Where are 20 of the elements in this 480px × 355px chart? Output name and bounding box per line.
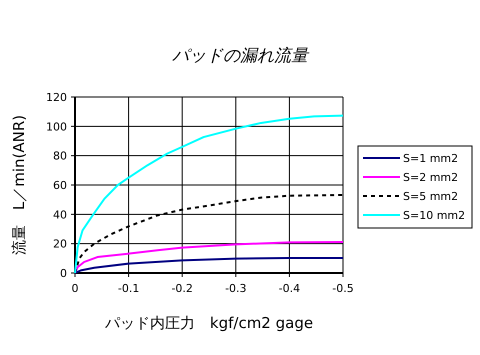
- y-tick-label: 100: [46, 120, 67, 134]
- legend-label: S=5 mm2: [403, 190, 458, 203]
- x-tick-label: -0.2: [171, 282, 193, 295]
- y-axis-title: 流量 L／min(ANR): [10, 114, 28, 256]
- y-tick-label: 80: [53, 150, 67, 163]
- y-tick-label: 60: [53, 179, 67, 192]
- y-tick-label: 0: [60, 267, 67, 280]
- y-tick-label: 120: [46, 91, 67, 104]
- x-tick-label: -0.3: [225, 282, 247, 295]
- x-axis-title: パッド内圧力 kgf/cm2 gage: [104, 314, 314, 332]
- y-tick-label: 20: [53, 238, 67, 251]
- x-tick-label: -0.1: [118, 282, 140, 295]
- x-tick-label: -0.4: [278, 282, 300, 295]
- legend-label: S=2 mm2: [403, 171, 458, 184]
- legend-label: S=10 mm2: [403, 209, 466, 222]
- chart-title: パッドの漏れ流量: [172, 46, 310, 66]
- legend-label: S=1 mm2: [403, 152, 458, 165]
- y-tick-label: 40: [53, 208, 67, 222]
- x-tick-label: 0: [72, 282, 78, 295]
- x-tick-label: -0.5: [332, 282, 354, 295]
